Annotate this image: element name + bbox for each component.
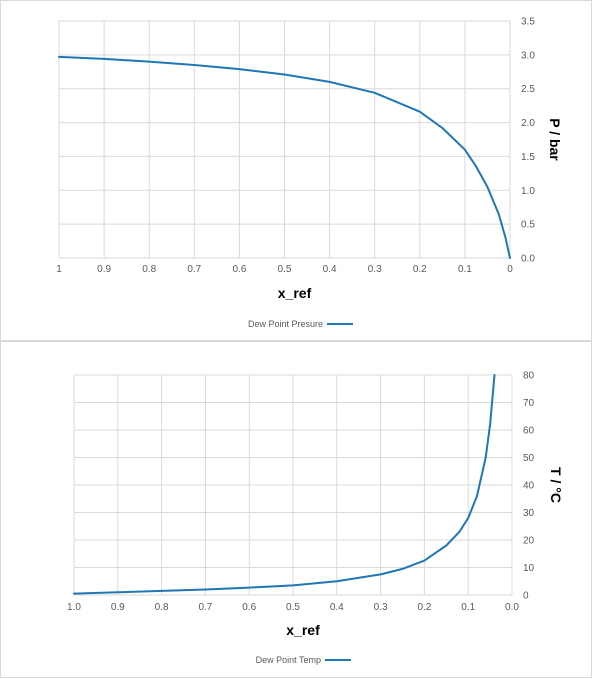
- temperature-y-tick-label: 70: [523, 398, 535, 409]
- pressure-y-tick-label: 0.0: [521, 254, 535, 265]
- temperature-x-tick-label: 0.2: [417, 602, 431, 613]
- pressure-y-tick-label: 1.0: [521, 186, 535, 197]
- temperature-chart: 0.0 0.1 0.2 0.3 0.4 0.5 0.6 0.7 0.8 0.9 1.0 0 10 20 30…: [67, 371, 564, 666]
- pressure-legend-label: Dew Point Presure: [248, 319, 323, 329]
- temperature-y-tick-label: 60: [523, 426, 535, 437]
- temperature-y-tick-label: 30: [523, 508, 535, 519]
- pressure-y-tick-label: 3.0: [521, 50, 535, 61]
- pressure-x-tick-label: 1: [56, 264, 62, 275]
- temperature-x-tick-label: 0.6: [242, 602, 256, 613]
- temperature-y-tick-label: 40: [523, 481, 535, 492]
- temperature-x-tick-label: 0.8: [155, 602, 169, 613]
- temperature-y-tick-label: 20: [523, 536, 535, 547]
- temperature-y-tick-label: 80: [523, 371, 535, 382]
- pressure-x-tick-label: 0.4: [323, 264, 337, 275]
- pressure-x-tick-label: 0.5: [278, 264, 292, 275]
- pressure-y-axis-title: P / bar: [547, 118, 563, 161]
- pressure-x-tick-label: 0.8: [142, 264, 156, 275]
- temperature-x-tick-label: 0.1: [461, 602, 475, 613]
- temperature-chart-panel: 0.0 0.1 0.2 0.3 0.4 0.5 0.6 0.7 0.8 0.9 1.0 0 10 20 30…: [0, 341, 592, 678]
- temperature-x-tick-label: 1.0: [67, 602, 81, 613]
- temperature-series-line: [73, 374, 496, 595]
- pressure-chart-panel: 0 0.1 0.2 0.3 0.4 0.5 0.6 0.7 0.8 0.9 1 0.0 0.5 1.0 1.…: [0, 0, 592, 341]
- temperature-x-tick-label: 0.3: [374, 602, 388, 613]
- pressure-x-tick-label: 0.1: [458, 264, 472, 275]
- pressure-y-tick-label: 2.5: [521, 84, 535, 95]
- pressure-x-axis-title: x_ref: [278, 285, 312, 301]
- temperature-x-tick-label: 0.9: [111, 602, 125, 613]
- temperature-x-tick-label: 0.7: [198, 602, 212, 613]
- pressure-y-tick-label: 0.5: [521, 220, 535, 231]
- pressure-y-tick-label: 3.5: [521, 17, 535, 28]
- temperature-y-tick-label: 0: [523, 591, 529, 602]
- pressure-x-tick-label: 0.6: [232, 264, 246, 275]
- temperature-y-tick-label: 10: [523, 563, 535, 574]
- temperature-legend-label: Dew Point Temp: [256, 655, 321, 665]
- pressure-series-line: [58, 55, 511, 259]
- pressure-x-tick-label: 0.2: [413, 264, 427, 275]
- temperature-y-tick-label: 50: [523, 453, 535, 464]
- pressure-x-tick-label: 0: [507, 264, 513, 275]
- temperature-x-tick-label: 0.0: [505, 602, 519, 613]
- pressure-y-tick-label: 1.5: [521, 152, 535, 163]
- pressure-chart: 0 0.1 0.2 0.3 0.4 0.5 0.6 0.7 0.8 0.9 1 0.0 0.5 1.0 1.…: [56, 17, 563, 330]
- temperature-y-axis-title: T / °C: [548, 467, 564, 503]
- pressure-x-tick-label: 0.7: [187, 264, 201, 275]
- pressure-y-tick-label: 2.0: [521, 118, 535, 129]
- pressure-x-tick-label: 0.3: [368, 264, 382, 275]
- temperature-x-tick-label: 0.4: [330, 602, 344, 613]
- pressure-x-tick-label: 0.9: [97, 264, 111, 275]
- temperature-x-axis-title: x_ref: [286, 622, 320, 638]
- temperature-x-tick-label: 0.5: [286, 602, 300, 613]
